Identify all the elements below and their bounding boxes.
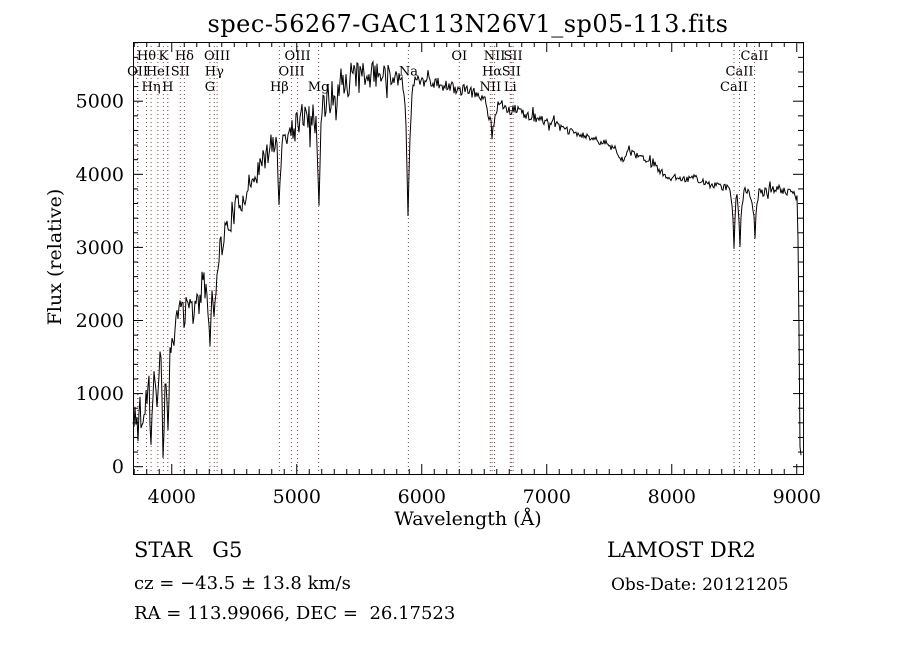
axis-box (133, 42, 804, 475)
svg-text:Li: Li (504, 80, 517, 95)
svg-text:CaII: CaII (720, 80, 748, 95)
plot-title: spec-56267-GAC113N26V1_sp05-113.fits (207, 10, 729, 38)
svg-text:1000: 1000 (76, 383, 124, 405)
svg-text:SII: SII (171, 65, 190, 80)
svg-text:HeI: HeI (146, 65, 170, 80)
object-class-text: STAR G5 (134, 538, 243, 562)
svg-text:SII: SII (504, 49, 523, 64)
x-axis-label: Wavelength (Å) (394, 508, 542, 530)
survey-text: LAMOST DR2 (607, 538, 756, 562)
obs-date-text: Obs-Date: 20121205 (611, 575, 789, 595)
tick-labels: 4000 5000 6000 7000 8000 9000 0 1000 2000 3000 400… (76, 91, 821, 508)
svg-text:G: G (205, 80, 215, 95)
radial-velocity-text: cz = −43.5 ± 13.8 km/s (134, 573, 351, 594)
spectrum-trace (132, 60, 802, 458)
svg-text:Hδ: Hδ (175, 49, 194, 64)
svg-text:5000: 5000 (76, 91, 124, 113)
svg-text:4000: 4000 (148, 486, 196, 508)
svg-text:8000: 8000 (648, 486, 696, 508)
svg-text:OII: OII (127, 65, 148, 80)
svg-text:NII: NII (479, 80, 501, 95)
svg-text:Hγ: Hγ (205, 65, 224, 80)
svg-text:SII: SII (502, 65, 521, 80)
svg-text:CaII: CaII (726, 65, 754, 80)
svg-text:6000: 6000 (398, 486, 446, 508)
svg-text:Hθ: Hθ (137, 49, 156, 64)
ra-dec-text: RA = 113.99066, DEC = 26.17523 (134, 603, 456, 624)
svg-text:OIII: OIII (279, 65, 305, 80)
svg-text:7000: 7000 (523, 486, 571, 508)
svg-text:2000: 2000 (76, 310, 124, 332)
svg-text:Hα: Hα (482, 65, 502, 80)
svg-text:OIII: OIII (285, 49, 311, 64)
svg-text:3000: 3000 (76, 237, 124, 259)
svg-text:OIII: OIII (204, 49, 230, 64)
svg-text:4000: 4000 (76, 164, 124, 186)
svg-text:Hη: Hη (142, 80, 161, 95)
svg-text:CaII: CaII (741, 49, 769, 64)
spectral-line-markers (137, 42, 755, 474)
svg-text:Mg: Mg (308, 80, 330, 95)
svg-text:9000: 9000 (773, 486, 821, 508)
svg-text:NII: NII (484, 49, 506, 64)
svg-text:Hβ: Hβ (270, 80, 289, 95)
spectral-line-labels: OIIHθHηHeIKHSIIHδGHγOIIIHβOIIIOIIIMgNaOI… (127, 49, 768, 95)
svg-text:0: 0 (112, 456, 124, 478)
svg-text:5000: 5000 (273, 486, 321, 508)
svg-text:K: K (159, 49, 169, 64)
svg-text:Na: Na (399, 65, 418, 80)
svg-text:OI: OI (451, 49, 467, 64)
svg-text:H: H (162, 80, 173, 95)
